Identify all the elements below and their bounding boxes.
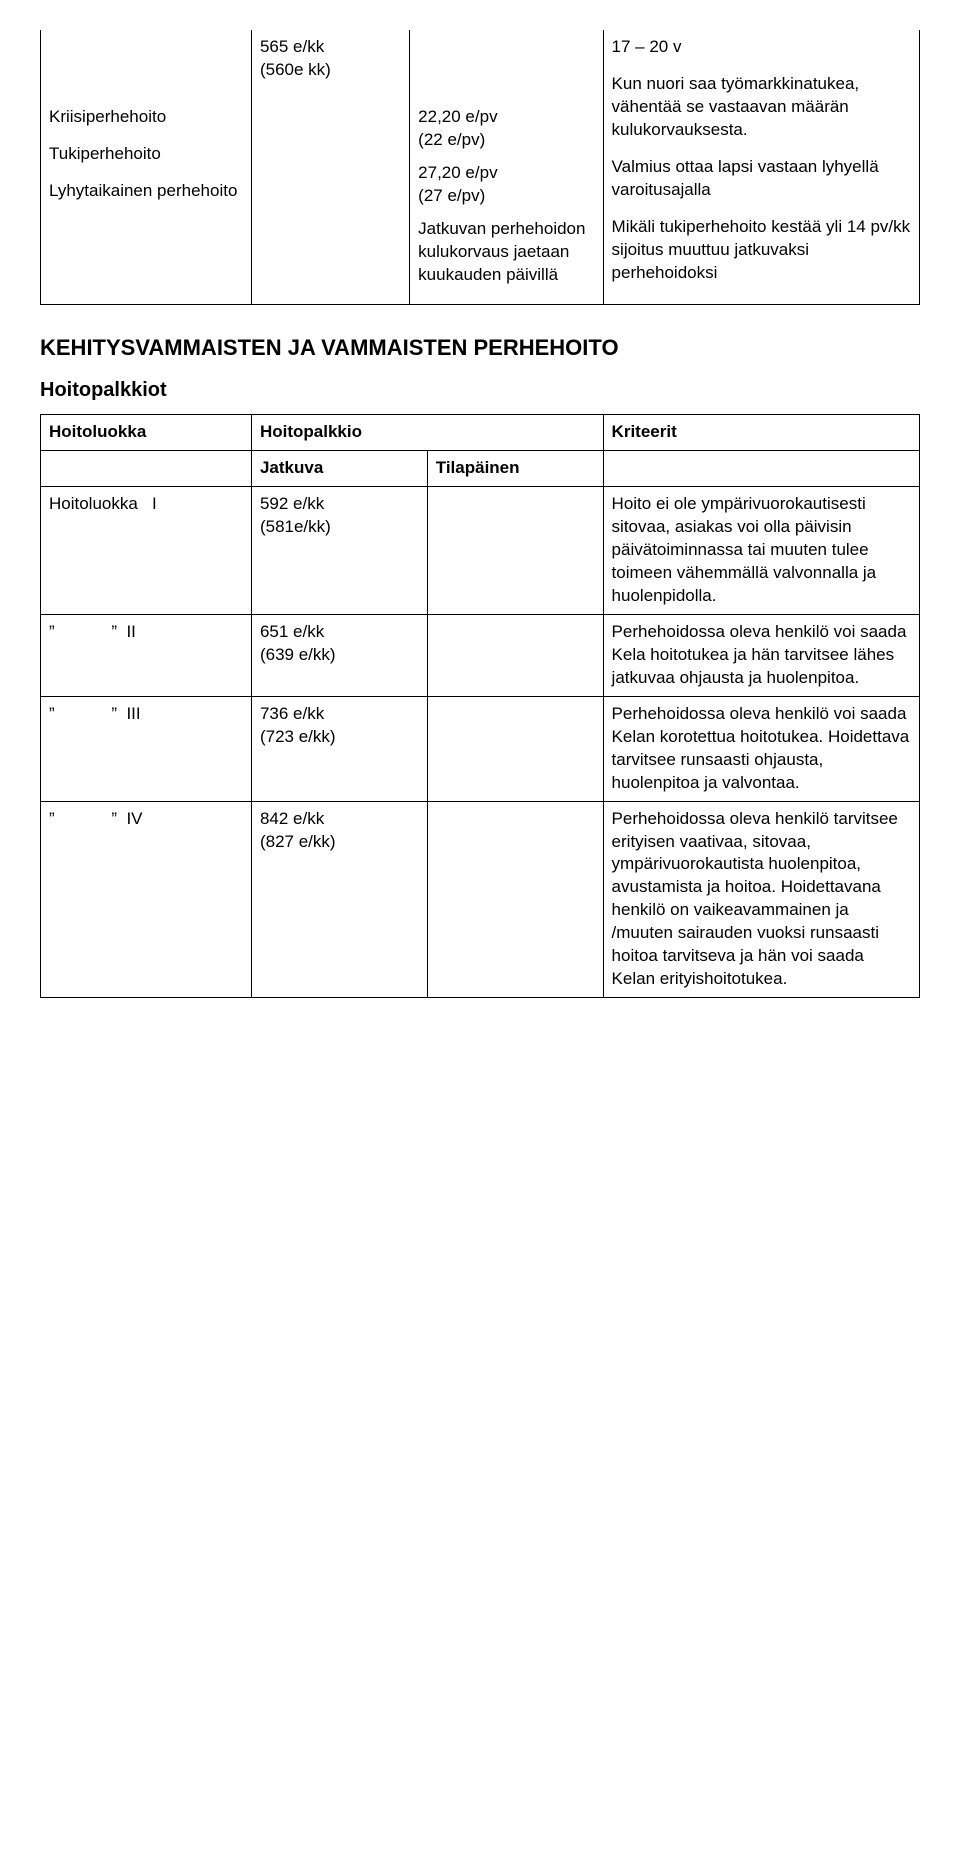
row0-val: 592 e/kk (581e/kk) bbox=[251, 487, 427, 615]
subhdr-tilapainen: Tilapäinen bbox=[427, 451, 603, 487]
subhdr-empty1 bbox=[41, 451, 252, 487]
row0-val-l1: 592 e/kk bbox=[260, 493, 419, 516]
t1-c3-i1-l1: 27,20 e/pv bbox=[418, 162, 594, 185]
t1-col1: Kriisiperhehoito Tukiperhehoito Lyhytaik… bbox=[41, 30, 252, 305]
t1-col3: 22,20 e/pv (22 e/pv) 27,20 e/pv (27 e/pv… bbox=[410, 30, 603, 305]
row0-val-l2: (581e/kk) bbox=[260, 516, 419, 539]
t1-col2: 565 e/kk (560e kk) bbox=[251, 30, 409, 305]
t1-c1-item2: Lyhytaikainen perhehoito bbox=[49, 180, 243, 203]
t1-c2-l1: 565 e/kk bbox=[260, 36, 401, 59]
row1-val: 651 e/kk (639 e/kk) bbox=[251, 615, 427, 697]
t1-col4: 17 – 20 v Kun nuori saa työmarkkinatukea… bbox=[603, 30, 919, 305]
row2-label: ” ” III bbox=[41, 696, 252, 801]
t1-c4-p1: 17 – 20 v bbox=[612, 36, 911, 59]
t1-c3-i0-l1: 22,20 e/pv bbox=[418, 106, 594, 129]
subhdr-jatkuva: Jatkuva bbox=[251, 451, 427, 487]
t1-c4-p2: Kun nuori saa työmarkkinatukea, vähentää… bbox=[612, 73, 911, 142]
row2-val-l2: (723 e/kk) bbox=[260, 726, 419, 749]
table-row: ” ” IV 842 e/kk (827 e/kk) Perhehoidossa… bbox=[41, 801, 920, 998]
row0-tilap bbox=[427, 487, 603, 615]
row1-label: ” ” II bbox=[41, 615, 252, 697]
row2-crit: Perhehoidossa oleva henkilö voi saada Ke… bbox=[603, 696, 919, 801]
row3-val: 842 e/kk (827 e/kk) bbox=[251, 801, 427, 998]
row3-val-l1: 842 e/kk bbox=[260, 808, 419, 831]
row0-label: Hoitoluokka I bbox=[41, 487, 252, 615]
table-subheader-row: Jatkuva Tilapäinen bbox=[41, 451, 920, 487]
t1-c1-item1: Tukiperhehoito bbox=[49, 143, 243, 166]
row3-tilap bbox=[427, 801, 603, 998]
hdr-hoitoluokka: Hoitoluokka bbox=[41, 415, 252, 451]
row1-val-l2: (639 e/kk) bbox=[260, 644, 419, 667]
table-row: ” ” III 736 e/kk (723 e/kk) Perhehoidoss… bbox=[41, 696, 920, 801]
t1-c1-item0: Kriisiperhehoito bbox=[49, 106, 243, 129]
row2-val: 736 e/kk (723 e/kk) bbox=[251, 696, 427, 801]
subsection-heading: Hoitopalkkiot bbox=[40, 379, 920, 402]
t1-c3-i2-l1: Jatkuvan perhehoidon kulukorvaus jaetaan… bbox=[418, 218, 594, 287]
t1-c2-l2: (560e kk) bbox=[260, 59, 401, 82]
hdr-kriteerit: Kriteerit bbox=[603, 415, 919, 451]
t1-c4-p3: Valmius ottaa lapsi vastaan lyhyellä var… bbox=[612, 156, 911, 202]
row3-label: ” ” IV bbox=[41, 801, 252, 998]
row2-tilap bbox=[427, 696, 603, 801]
table-row: Hoitoluokka I 592 e/kk (581e/kk) Hoito e… bbox=[41, 487, 920, 615]
hdr-hoitopalkkio: Hoitopalkkio bbox=[251, 415, 603, 451]
t1-c4-p4: Mikäli tukiperhehoito kestää yli 14 pv/k… bbox=[612, 216, 911, 285]
t1-c3-i0-l2: (22 e/pv) bbox=[418, 129, 594, 152]
row1-tilap bbox=[427, 615, 603, 697]
table-header-row: Hoitoluokka Hoitopalkkio Kriteerit bbox=[41, 415, 920, 451]
subhdr-empty2 bbox=[603, 451, 919, 487]
row3-crit: Perhehoidossa oleva henkilö tarvitsee er… bbox=[603, 801, 919, 998]
row1-val-l1: 651 e/kk bbox=[260, 621, 419, 644]
table-row: ” ” II 651 e/kk (639 e/kk) Perhehoidossa… bbox=[41, 615, 920, 697]
section-heading: KEHITYSVAMMAISTEN JA VAMMAISTEN PERHEHOI… bbox=[40, 335, 920, 361]
row2-val-l1: 736 e/kk bbox=[260, 703, 419, 726]
t1-c3-i1-l2: (27 e/pv) bbox=[418, 185, 594, 208]
hoitopalkkiot-table: Hoitoluokka Hoitopalkkio Kriteerit Jatku… bbox=[40, 414, 920, 998]
overflow-table: Kriisiperhehoito Tukiperhehoito Lyhytaik… bbox=[40, 30, 920, 305]
row0-crit: Hoito ei ole ympärivuorokautisesti sitov… bbox=[603, 487, 919, 615]
row3-val-l2: (827 e/kk) bbox=[260, 831, 419, 854]
row1-crit: Perhehoidossa oleva henkilö voi saada Ke… bbox=[603, 615, 919, 697]
